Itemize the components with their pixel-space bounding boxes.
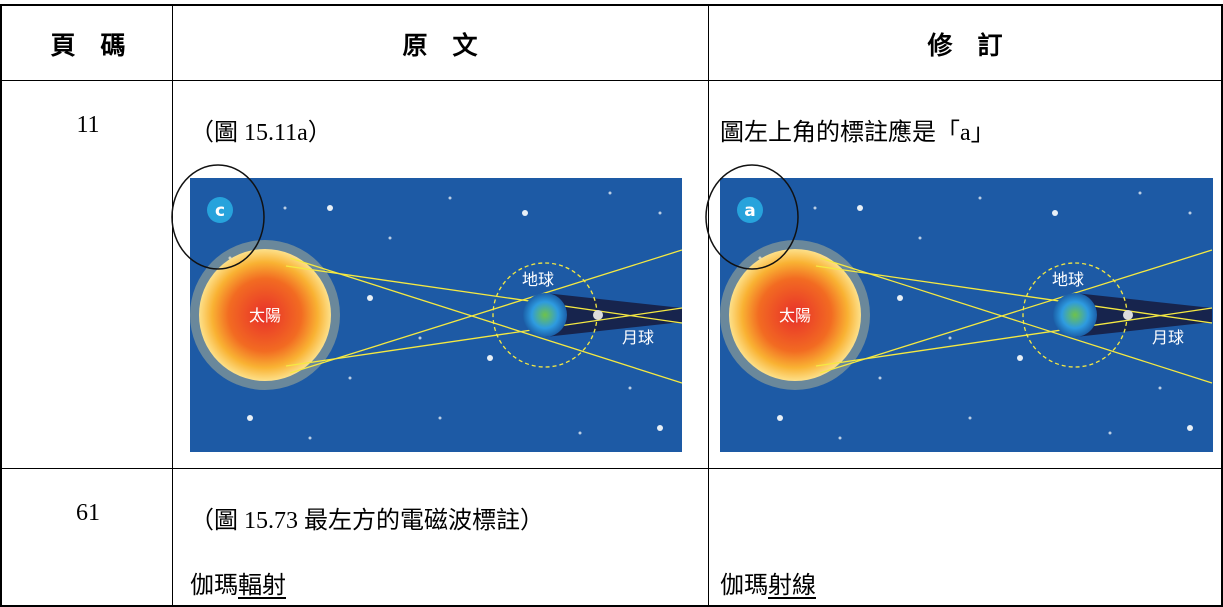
star	[968, 416, 972, 420]
star	[878, 376, 882, 380]
star	[1158, 386, 1162, 390]
header-cell: 修 訂	[927, 31, 1003, 60]
light-ray	[285, 307, 682, 367]
light-ray	[289, 249, 682, 374]
light-ray	[285, 265, 682, 324]
moon-label: 月球	[1152, 328, 1184, 347]
term-plain: 伽瑪	[720, 573, 768, 599]
border	[0, 80, 1223, 81]
shadow-cone	[545, 293, 682, 337]
star	[918, 236, 922, 240]
cell-text: （圖 15.11a）	[190, 120, 332, 146]
star	[438, 416, 442, 420]
sun	[199, 249, 331, 381]
cell-text: （圖 15.73 最左方的電磁波標註）	[190, 508, 544, 534]
term-underlined: 射線	[768, 573, 816, 599]
moon	[593, 310, 603, 320]
moon	[1123, 310, 1133, 320]
header-cell: 頁 碼	[50, 31, 126, 60]
star	[283, 206, 287, 210]
earth-label: 地球	[522, 270, 554, 289]
star	[857, 205, 863, 211]
term: 伽瑪射線	[720, 565, 816, 600]
page-number: 61	[76, 500, 100, 526]
term-underlined: 輻射	[238, 573, 286, 599]
sun-label: 太陽	[779, 306, 811, 325]
moon-label: 月球	[622, 328, 654, 347]
star	[1108, 431, 1112, 435]
page-number: 11	[76, 112, 100, 138]
star	[897, 295, 903, 301]
star	[418, 336, 422, 340]
badge-label: a	[744, 201, 755, 221]
header-cell: 原 文	[402, 31, 478, 60]
star	[978, 196, 982, 200]
star	[578, 431, 582, 435]
border	[708, 4, 709, 607]
badge-label: c	[215, 201, 225, 221]
star	[448, 196, 452, 200]
star	[487, 355, 493, 361]
star	[838, 436, 842, 440]
earth	[1053, 293, 1097, 337]
star	[367, 295, 373, 301]
star	[1017, 355, 1023, 361]
shadow-cone	[1075, 293, 1212, 337]
star	[657, 425, 663, 431]
star	[1138, 191, 1142, 195]
star	[628, 386, 632, 390]
light-ray	[815, 307, 1213, 367]
term-plain: 伽瑪	[190, 573, 238, 599]
star	[327, 205, 333, 211]
sun	[729, 249, 861, 381]
earth-label: 地球	[1052, 270, 1084, 289]
star	[348, 376, 352, 380]
border	[1221, 4, 1223, 607]
border	[0, 4, 1223, 6]
border	[0, 468, 1223, 469]
border	[0, 605, 1223, 607]
star	[658, 211, 662, 215]
light-ray	[819, 249, 1213, 374]
star	[247, 415, 253, 421]
star	[388, 236, 392, 240]
star	[813, 206, 817, 210]
border	[0, 4, 2, 607]
star	[308, 436, 312, 440]
light-ray	[815, 265, 1213, 324]
border	[172, 4, 173, 607]
light-ray	[289, 257, 682, 384]
star	[948, 336, 952, 340]
star	[1052, 210, 1058, 216]
star	[608, 191, 612, 195]
light-ray	[819, 257, 1213, 384]
star	[522, 210, 528, 216]
earth	[523, 293, 567, 337]
star	[1187, 425, 1193, 431]
star	[1188, 211, 1192, 215]
star	[777, 415, 783, 421]
cell-text: 圖左上角的標註應是「a」	[720, 120, 995, 146]
term: 伽瑪輻射	[190, 565, 286, 600]
sun-label: 太陽	[249, 306, 281, 325]
